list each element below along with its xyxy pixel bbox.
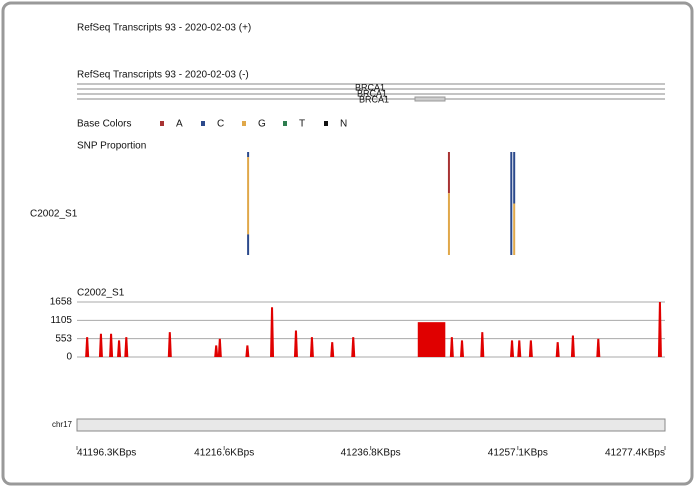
snp-segment <box>447 152 450 194</box>
coverage-peak <box>124 337 129 357</box>
legend-title: Base Colors <box>77 119 131 130</box>
gene-label: BRCA1 <box>357 88 387 98</box>
legend-swatch <box>324 121 328 126</box>
legend-label: N <box>340 119 347 130</box>
coverage-peak <box>270 307 275 357</box>
coverage-peak <box>459 340 464 357</box>
y-tick-label: 0 <box>66 352 72 363</box>
snp-segment <box>447 193 450 255</box>
track-title: RefSeq Transcripts 93 - 2020-02-03 (-) <box>77 70 249 81</box>
y-tick-label: 553 <box>55 333 72 344</box>
legend-label: C <box>217 119 224 130</box>
track-title: SNP Proportion <box>77 141 146 152</box>
coverage-peak <box>596 338 601 357</box>
x-tick-label: 41216.6KBps <box>194 448 254 459</box>
coverage-peak <box>167 332 172 357</box>
coverage-peak <box>293 330 298 357</box>
x-tick-label: 41196.3KBps <box>77 448 136 459</box>
y-tick-label: 1658 <box>50 297 73 308</box>
track-title: RefSeq Transcripts 93 - 2020-02-03 (+) <box>77 23 251 34</box>
coverage-peak <box>309 337 314 357</box>
coverage-peak <box>657 302 662 357</box>
coverage-peak <box>351 337 356 357</box>
legend-label: G <box>258 119 266 130</box>
chromosome-bar <box>76 418 666 432</box>
coverage-peak <box>217 338 222 357</box>
x-tick-label: 41257.1KBps <box>488 448 548 459</box>
transcripts <box>77 83 665 102</box>
coverage-peak <box>245 345 250 357</box>
coverage-peak <box>528 340 533 357</box>
coverage-peak <box>555 342 560 357</box>
coverage-peak <box>109 333 114 357</box>
legend-label: T <box>299 119 305 130</box>
x-tick-label: 41236.8KBps <box>341 448 401 459</box>
coverage-peak <box>480 332 485 357</box>
coverage-peak <box>214 345 219 357</box>
legend-label: A <box>176 119 183 130</box>
snp-segment <box>513 152 516 204</box>
snp-segment <box>513 203 516 255</box>
chromosome-label: chr17 <box>52 420 73 429</box>
coverage-peak <box>570 335 575 357</box>
coverage-peak <box>117 340 122 357</box>
snp-segment <box>510 152 513 255</box>
y-tick-label: 1105 <box>50 315 72 326</box>
snp-segment <box>247 152 250 158</box>
coverage-peak <box>510 340 515 357</box>
gene-label: BRCA1 <box>355 82 385 92</box>
coverage-peak <box>330 342 335 357</box>
coverage-peak <box>517 340 522 357</box>
gene-label: BRCA1 <box>359 94 389 104</box>
coverage-block <box>417 322 446 357</box>
chart-title: C2002_S1 <box>77 288 125 299</box>
coverage-peak <box>449 337 454 357</box>
x-tick-label: 41277.4KBps <box>605 448 665 459</box>
coverage-peak <box>85 337 90 357</box>
legend-swatch <box>283 121 287 126</box>
legend-swatch <box>242 121 246 126</box>
snp-segment <box>247 157 250 235</box>
legend-swatch <box>201 121 205 126</box>
coverage-peak <box>98 333 103 357</box>
sample-label: C2002_S1 <box>30 209 78 220</box>
snp-segment <box>247 234 250 255</box>
legend-swatch <box>160 121 164 126</box>
